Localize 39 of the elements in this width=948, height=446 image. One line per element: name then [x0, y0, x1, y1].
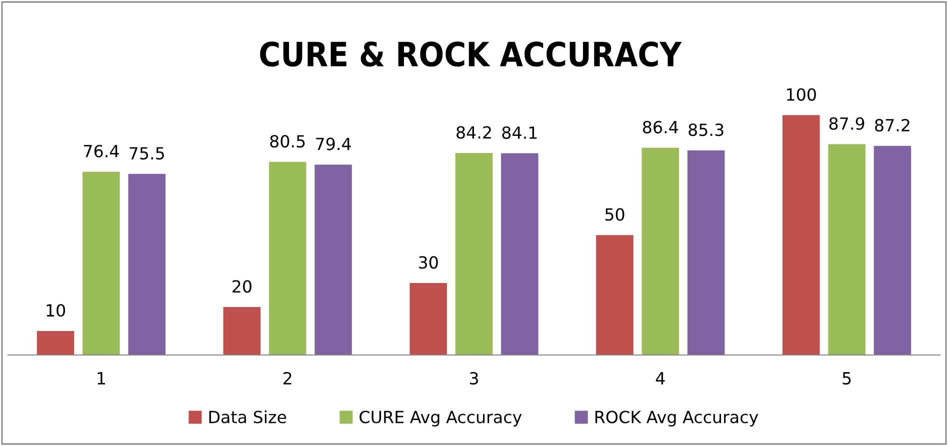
- data-label: 20: [232, 280, 252, 293]
- data-label: 50: [605, 208, 624, 221]
- x-tick-label: 2: [284, 372, 292, 384]
- chart-title: CURE & ROCK ACCURACY: [260, 41, 682, 67]
- bar: [36, 331, 74, 355]
- data-label: 85.3: [688, 123, 724, 136]
- x-tick-label: 4: [656, 372, 665, 384]
- data-label: 30: [419, 256, 438, 269]
- x-tick-label: 3: [470, 372, 478, 385]
- data-label: 84.2: [456, 126, 491, 139]
- data-label: 87.2: [875, 118, 910, 132]
- bar: [455, 153, 493, 355]
- data-label: 84.1: [502, 126, 537, 139]
- bar: [687, 150, 725, 355]
- x-tick-label: 5: [842, 372, 851, 385]
- legend-label: ROCK Avg Accuracy: [595, 410, 758, 427]
- x-tick-label: 1: [98, 372, 105, 384]
- data-label: 86.4: [642, 120, 678, 134]
- data-label: 75.5: [130, 147, 164, 160]
- bar: [223, 307, 261, 355]
- bar: [642, 148, 680, 355]
- bar: [128, 174, 166, 355]
- data-label: 87.9: [829, 117, 864, 130]
- data-label: 10: [46, 304, 66, 317]
- bar: [501, 153, 538, 355]
- bar: [268, 162, 306, 355]
- data-label: 100: [787, 88, 816, 101]
- bar: [596, 235, 634, 355]
- bar: [782, 115, 820, 355]
- data-label: 76.4: [84, 144, 119, 158]
- data-label: 79.4: [316, 138, 351, 150]
- bar: [82, 172, 120, 355]
- legend-label: CURE Avg Accuracy: [360, 410, 522, 427]
- bar: [410, 283, 447, 355]
- data-label: 80.5: [270, 134, 305, 148]
- legend-label: Data Size: [209, 410, 286, 424]
- bar: [314, 164, 352, 355]
- bar: [874, 146, 912, 355]
- bar: [828, 144, 866, 355]
